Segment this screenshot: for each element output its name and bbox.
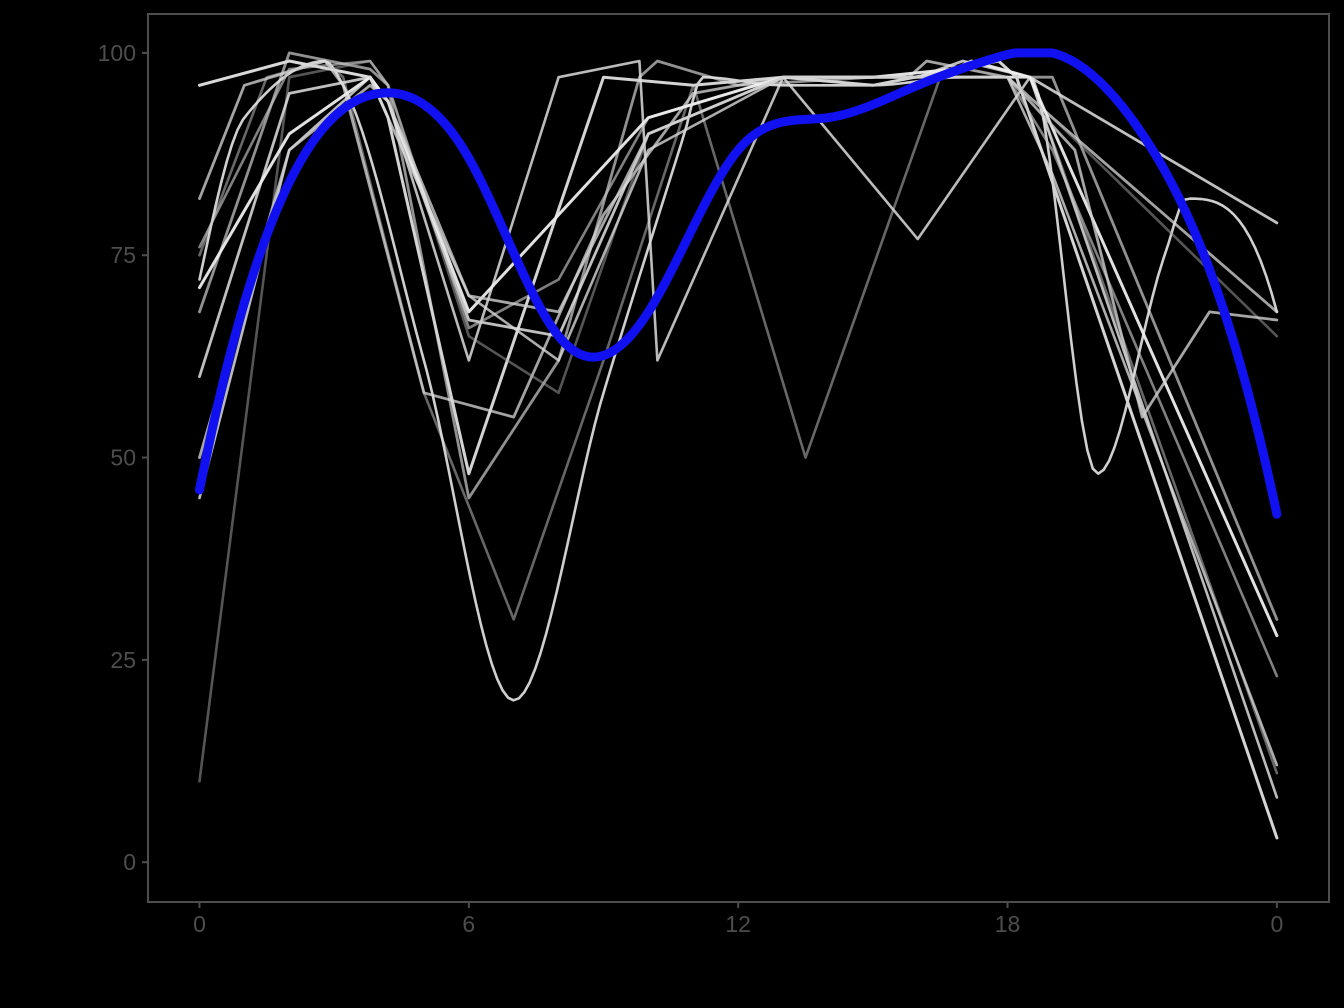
svg-text:0: 0 xyxy=(123,849,136,875)
svg-text:6: 6 xyxy=(462,911,475,937)
svg-text:25: 25 xyxy=(110,647,136,673)
svg-text:75: 75 xyxy=(110,242,136,268)
svg-text:50: 50 xyxy=(110,445,136,471)
svg-text:0: 0 xyxy=(193,911,206,937)
svg-text:18: 18 xyxy=(995,911,1021,937)
svg-text:100: 100 xyxy=(98,40,136,66)
svg-text:0: 0 xyxy=(1270,911,1283,937)
svg-text:12: 12 xyxy=(725,911,751,937)
